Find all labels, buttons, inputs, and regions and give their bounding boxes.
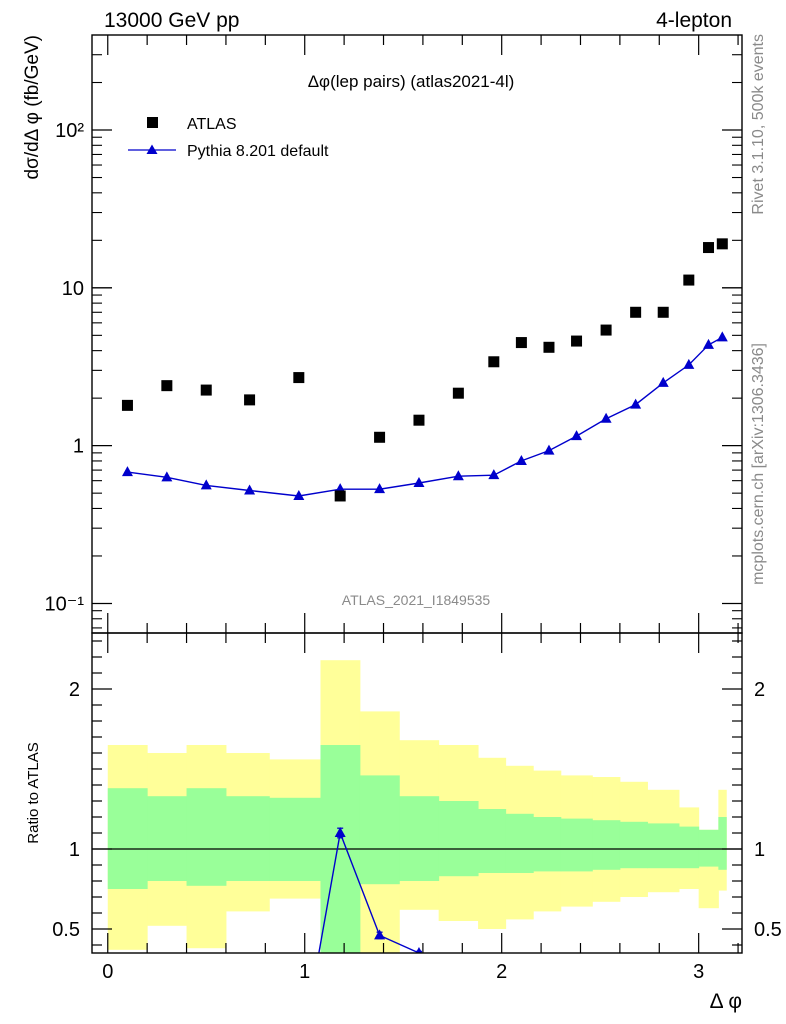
- pythia-point: [452, 470, 464, 481]
- atlas-point: [200, 384, 212, 396]
- pythia-point: [515, 454, 527, 465]
- ratio-panel: 0 1 2 3 0.5 0.5 1 1 2 2 Ratio to ATLAS Δ φ: [25, 632, 782, 1013]
- ratio-y-tick-label-right: 2: [754, 679, 765, 701]
- ratio-band-inner: [533, 817, 562, 872]
- ratio-band-inner: [592, 820, 621, 870]
- main-y-tick-label: 10⁻¹: [45, 593, 85, 615]
- mcplots-label: mcplots.cern.ch [arXiv:1306.3436]: [750, 343, 767, 585]
- ratio-band-inner: [505, 813, 534, 873]
- header-left: 13000 GeV pp: [104, 9, 239, 32]
- ratio-pythia-point: [374, 929, 386, 940]
- legend-pythia-label: Pythia 8.201 default: [187, 143, 329, 160]
- pythia-point: [413, 476, 425, 487]
- atlas-point: [488, 356, 500, 368]
- pythia-point: [657, 376, 669, 387]
- x-tick-label: 2: [496, 961, 507, 983]
- atlas-point: [571, 335, 583, 347]
- legend: ATLAS Pythia 8.201 default: [128, 116, 329, 160]
- pythia-point: [121, 466, 133, 477]
- atlas-point: [703, 242, 715, 254]
- main-y-tick-label: 10: [62, 278, 84, 300]
- atlas-point: [716, 238, 728, 250]
- legend-atlas-marker: [147, 117, 158, 128]
- ratio-band-inner: [478, 809, 507, 873]
- atlas-point: [334, 490, 346, 502]
- atlas-point: [657, 306, 669, 318]
- ratio-band-inner: [147, 796, 188, 881]
- ratio-panel-frame: [91, 632, 743, 954]
- x-axis-label: Δ φ: [710, 990, 742, 1013]
- ratio-y-tick-label: 2: [69, 679, 80, 701]
- pythia-point: [374, 483, 386, 494]
- x-tick-label: 0: [102, 961, 113, 983]
- rivet-version-label: Rivet 3.1.10, 500k events: [750, 34, 767, 215]
- atlas-point: [244, 394, 256, 406]
- header-right: 4-lepton: [656, 9, 732, 32]
- ratio-band-inner: [399, 796, 440, 881]
- ratio-band-layer: [107, 660, 727, 953]
- ratio-y-tick-label-right: 1: [754, 839, 765, 861]
- atlas-point: [683, 274, 695, 286]
- ratio-axis-layer: 0 1 2 3 0.5 0.5 1 1 2 2: [52, 633, 782, 983]
- main-y-tick-label: 1: [73, 436, 84, 458]
- legend-atlas-label: ATLAS: [187, 116, 237, 133]
- pythia-point: [600, 412, 612, 423]
- ratio-band-inner: [359, 775, 400, 885]
- ratio-y-tick-label: 1: [69, 839, 80, 861]
- atlas-point: [413, 414, 425, 426]
- pythia-point: [703, 338, 715, 349]
- main-y-axis-label: dσ/dΔ φ (fb/GeV): [22, 35, 43, 179]
- atlas-point: [161, 380, 173, 392]
- pythia-line: [127, 336, 723, 497]
- ratio-y-tick-label-right: 0.5: [754, 919, 782, 941]
- main-y-tick-label: 10²: [55, 120, 84, 142]
- pythia-point: [543, 444, 555, 455]
- main-plot-title: Δφ(lep pairs) (atlas2021-4l): [308, 72, 515, 91]
- pythia-point: [161, 471, 173, 482]
- atlas-point: [121, 399, 133, 411]
- ratio-band-inner: [560, 818, 593, 872]
- ratio-band-inner: [107, 788, 148, 889]
- pythia-point: [488, 469, 500, 480]
- pythia-point: [293, 489, 305, 500]
- legend-pythia-marker: [146, 144, 158, 154]
- x-tick-label: 1: [299, 961, 310, 983]
- ratio-band-inner: [647, 823, 680, 869]
- ratio-pythia-line: [318, 830, 420, 953]
- ratio-band-inner: [678, 826, 700, 869]
- main-axis-layer: 10⁻¹ 1 10 10²: [45, 35, 742, 633]
- ratio-pythia-point: [334, 827, 346, 837]
- ratio-band-inner: [269, 797, 321, 881]
- pythia-point: [244, 484, 256, 495]
- atlas-point: [630, 306, 642, 318]
- ratio-band-inner: [438, 801, 479, 877]
- main-plot-layer: [121, 238, 728, 502]
- pythia-point: [630, 398, 642, 409]
- pythia-point: [200, 479, 212, 490]
- atlas-point: [515, 337, 527, 349]
- atlas-point: [600, 324, 612, 336]
- ratio-band-inner: [225, 796, 270, 881]
- atlas-point: [543, 341, 555, 353]
- pythia-point: [571, 430, 583, 441]
- atlas-point: [374, 431, 386, 443]
- ratio-pythia-point: [415, 947, 423, 953]
- ratio-y-tick-label: 0.5: [52, 919, 80, 941]
- analysis-watermark: ATLAS_2021_I1849535: [342, 592, 491, 608]
- pythia-point: [683, 358, 695, 369]
- pythia-point: [716, 331, 728, 342]
- ratio-band-inner: [619, 821, 648, 869]
- atlas-point: [293, 372, 305, 384]
- atlas-point: [452, 387, 464, 399]
- ratio-line-layer: [92, 827, 742, 953]
- ratio-band-inner: [698, 829, 719, 867]
- x-tick-label: 3: [693, 961, 704, 983]
- ratio-y-axis-label: Ratio to ATLAS: [25, 742, 42, 843]
- ratio-band-inner: [718, 817, 727, 870]
- ratio-band-inner: [186, 788, 227, 886]
